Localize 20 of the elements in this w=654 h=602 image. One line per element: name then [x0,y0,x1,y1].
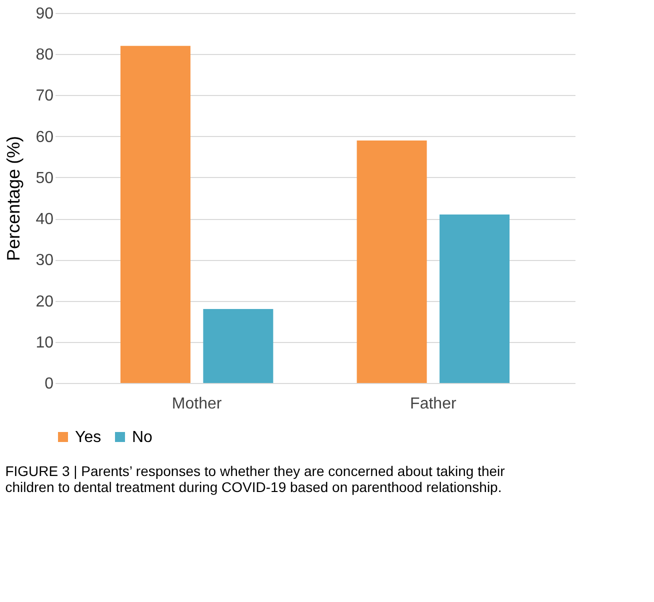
caption: FIGURE 3 | Parents’ responses to whether they are concerned about taking their children to dental treatment during COVID-19 based on parenthood relationship. [5,463,506,495]
y-tick-label: 50 [36,170,54,187]
y-tick-label: 10 [36,334,54,352]
legend-label: No [132,429,153,446]
y-tick-label: 30 [36,252,54,270]
x-tick-label: Mother [172,396,222,412]
bar [203,309,274,383]
bar [440,214,510,383]
y-axis-title: Percentage (%) [4,136,24,262]
y-tick-label: 70 [36,88,54,105]
legend-label: Yes [75,429,102,446]
y-tick-label: 40 [36,211,54,228]
bar [356,140,427,383]
y-tick-label: 80 [36,46,54,64]
y-tick-label: 20 [36,293,54,310]
y-tick-label: 90 [36,6,54,22]
bar [120,46,190,383]
y-tick-label: 60 [36,128,54,146]
x-tick-label: Father [410,396,457,412]
y-tick-label: 0 [44,376,54,392]
